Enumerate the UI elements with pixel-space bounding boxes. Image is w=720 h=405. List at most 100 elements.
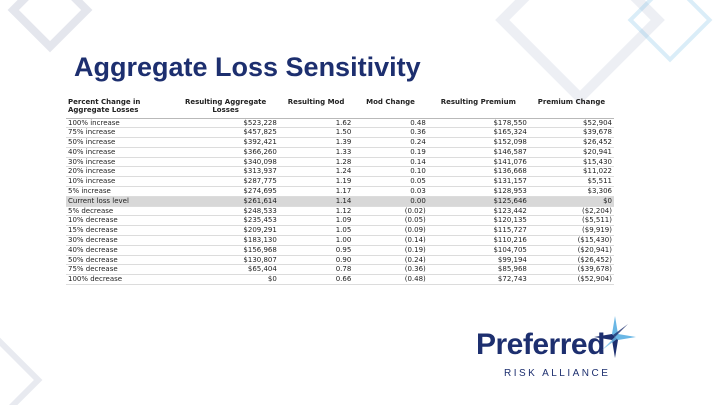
table-cell: 0.19 xyxy=(353,147,428,158)
table-cell: $248,533 xyxy=(172,206,279,217)
table-cell: $130,807 xyxy=(172,255,279,266)
table-cell: 1.28 xyxy=(278,157,354,168)
table-row: 5% increase $274,695 1.17 0.03 $128,953 $3,30… xyxy=(66,186,614,197)
table-cell: 1.09 xyxy=(278,215,354,227)
table-row: 30% decrease $183,130 1.00 (0.14) $110,216 ($… xyxy=(66,235,614,246)
table-cell: ($26,452) xyxy=(528,255,614,266)
sensitivity-table: Percent Change in Aggregate Losses Resul… xyxy=(66,98,614,286)
table-cell: (0.05) xyxy=(353,215,428,227)
table-cell: $120,135 xyxy=(427,215,529,227)
table-cell: 1.12 xyxy=(278,206,354,217)
table-cell: $183,130 xyxy=(172,235,279,246)
table-cell: $209,291 xyxy=(172,225,279,237)
table-cell: 1.33 xyxy=(278,147,354,158)
table-cell: $20,941 xyxy=(528,147,614,158)
table-cell: $85,968 xyxy=(427,264,529,276)
column-header: Resulting Premium xyxy=(427,98,529,119)
table-cell: 0.66 xyxy=(278,274,354,286)
decorative-shape xyxy=(627,0,713,63)
table-cell: 40% decrease xyxy=(66,245,173,256)
table-cell: 1.14 xyxy=(278,196,354,207)
star-compass-icon xyxy=(594,316,636,358)
table-cell: (0.48) xyxy=(353,274,428,286)
table-cell: $235,453 xyxy=(172,215,279,227)
table-cell: $340,098 xyxy=(172,157,279,168)
decorative-shape xyxy=(7,0,93,53)
table-cell: 40% increase xyxy=(66,147,173,158)
table-row: 15% decrease $209,291 1.05 (0.09) $115,727 ($… xyxy=(66,225,614,237)
table-cell: ($39,678) xyxy=(528,264,614,276)
table-cell: 0.95 xyxy=(278,245,354,256)
table-cell: $141,076 xyxy=(427,157,529,168)
table-cell: 0.48 xyxy=(353,118,428,129)
table-cell: (0.02) xyxy=(353,206,428,217)
table-cell: $457,825 xyxy=(172,127,279,139)
table-cell: 0.05 xyxy=(353,176,428,188)
table-cell: $72,743 xyxy=(427,274,529,286)
table-cell: 100% decrease xyxy=(66,274,173,286)
table-cell: $128,953 xyxy=(427,186,529,197)
table-cell: 1.17 xyxy=(278,186,354,197)
table-cell: $523,228 xyxy=(172,118,279,129)
table-header-row: Percent Change in Aggregate Losses Resul… xyxy=(66,98,614,119)
decorative-shape xyxy=(0,337,43,405)
table-cell: 75% increase xyxy=(66,127,173,139)
table-row: 5% decrease $248,533 1.12 (0.02) $123,442 ($2… xyxy=(66,206,614,217)
table-cell: 10% decrease xyxy=(66,215,173,227)
table-cell: 0.90 xyxy=(278,255,354,266)
table-cell: ($2,204) xyxy=(528,206,614,217)
table-cell: 0.24 xyxy=(353,137,428,148)
table-cell: 1.00 xyxy=(278,235,354,246)
table-row: 10% decrease $235,453 1.09 (0.05) $120,135 ($… xyxy=(66,215,614,227)
table-cell: (0.36) xyxy=(353,264,428,276)
table-cell: $287,775 xyxy=(172,176,279,188)
table-cell: 0.10 xyxy=(353,166,428,178)
table-cell: 5% decrease xyxy=(66,206,173,217)
table-cell: 10% increase xyxy=(66,176,173,188)
table-cell: ($9,919) xyxy=(528,225,614,237)
table-row: 20% increase $313,937 1.24 0.10 $136,668 $11,… xyxy=(66,166,614,178)
table-cell: $115,727 xyxy=(427,225,529,237)
table-row: Current loss level $261,614 1.14 0.00 $125,6… xyxy=(66,196,614,207)
table-cell: 0.36 xyxy=(353,127,428,139)
logo-subtitle: RISK ALLIANCE xyxy=(504,368,611,379)
slide-title: Aggregate Loss Sensitivity xyxy=(74,52,421,82)
table-cell: $146,587 xyxy=(427,147,529,158)
table-cell: $261,614 xyxy=(172,196,279,207)
column-header: Mod Change xyxy=(353,98,428,119)
table-cell: $178,550 xyxy=(427,118,529,129)
table-cell: 20% increase xyxy=(66,166,173,178)
table-cell: 75% decrease xyxy=(66,264,173,276)
table-cell: ($52,904) xyxy=(528,274,614,286)
table-cell: 0.78 xyxy=(278,264,354,276)
table-row: 100% decrease $0 0.66 (0.48) $72,743 ($52,904… xyxy=(66,274,614,286)
table-cell: $392,421 xyxy=(172,137,279,148)
table-cell: $11,022 xyxy=(528,166,614,178)
table-cell: $165,324 xyxy=(427,127,529,139)
column-header: Resulting Mod xyxy=(278,98,354,119)
table-cell: (0.24) xyxy=(353,255,428,266)
table-cell: 50% decrease xyxy=(66,255,173,266)
table-row: 100% increase $523,228 1.62 0.48 $178,550 $52… xyxy=(66,118,614,129)
table-cell: $52,904 xyxy=(528,118,614,129)
table-cell: 1.50 xyxy=(278,127,354,139)
table-cell: 30% decrease xyxy=(66,235,173,246)
table-cell: $65,404 xyxy=(172,264,279,276)
table-cell: ($20,941) xyxy=(528,245,614,256)
table-cell: $123,442 xyxy=(427,206,529,217)
table-cell: 0.03 xyxy=(353,186,428,197)
table-cell: (0.19) xyxy=(353,245,428,256)
table-cell: $136,668 xyxy=(427,166,529,178)
table-row: 40% decrease $156,968 0.95 (0.19) $104,705 ($… xyxy=(66,245,614,256)
table-cell: 5% increase xyxy=(66,186,173,197)
table-cell: $5,511 xyxy=(528,176,614,188)
table-row: 10% increase $287,775 1.19 0.05 $131,157 $5,5… xyxy=(66,176,614,188)
table-cell: $110,216 xyxy=(427,235,529,246)
table-cell: $39,678 xyxy=(528,127,614,139)
company-logo: Preferred RISK ALLIANCE xyxy=(474,316,644,388)
table-cell: 0.14 xyxy=(353,157,428,168)
table-cell: (0.14) xyxy=(353,235,428,246)
table-cell: 50% increase xyxy=(66,137,173,148)
table-cell: Current loss level xyxy=(66,196,173,207)
table-cell: $274,695 xyxy=(172,186,279,197)
